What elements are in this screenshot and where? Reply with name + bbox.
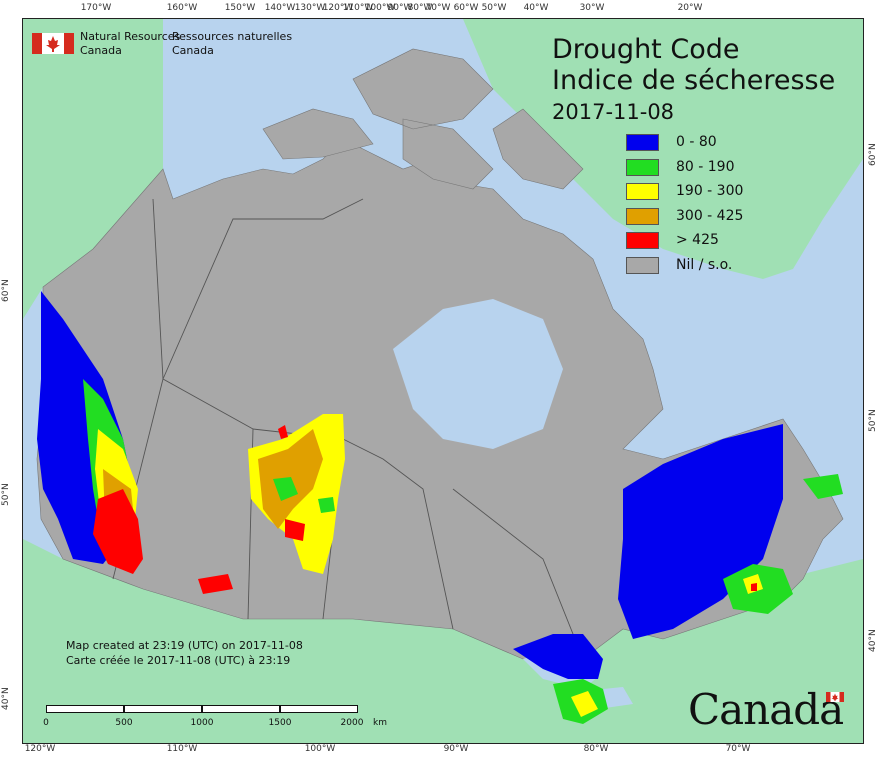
tick-top-60: 60°W [453, 3, 479, 13]
ontario-low [513, 634, 603, 679]
tick-top-70: 70°W [425, 3, 451, 13]
agency-name-fr-line2: Canada [172, 44, 214, 57]
scale-label: 0 [43, 718, 49, 728]
tick-top-100: 100°W [364, 3, 396, 13]
land-other [23, 19, 863, 743]
legend-swatch [626, 232, 659, 249]
scale-label: 2000 [340, 718, 364, 728]
title-block: Drought Code Indice de sécheresse 2017-1… [552, 34, 835, 126]
created-note: Map created at 23:19 (UTC) on 2017-11-08… [66, 638, 303, 668]
bc-extreme [93, 489, 143, 574]
map-title-fr: Indice de sécheresse [552, 65, 836, 96]
scale-label: 500 [115, 718, 133, 728]
created-note-fr: Carte créée le 2017-11-08 (UTC) à 23:19 [66, 654, 291, 667]
scale-label: 1000 [190, 718, 214, 728]
agency-name-en: Natural Resources Canada [80, 30, 180, 58]
tick-top-170: 170°W [80, 3, 112, 13]
tick-bottom-90: 90°W [443, 744, 469, 754]
tick-bottom-100: 100°W [304, 744, 336, 754]
agency-name-fr-line1: Ressources naturelles [172, 30, 293, 43]
scale-unit: km [373, 718, 387, 728]
legend-label: Nil / s.o. [676, 256, 733, 273]
tick-bottom-80: 80°W [583, 744, 609, 754]
hudson-bay [393, 299, 563, 449]
legend-swatch [626, 134, 659, 151]
legend-swatch [626, 183, 659, 200]
agency-name-fr: Ressources naturelles Canada [172, 30, 292, 58]
ontario-high [571, 691, 598, 717]
legend-label: 190 - 300 [676, 183, 744, 199]
legend-label: 300 - 425 [676, 207, 744, 224]
map-canvas [23, 19, 863, 743]
east-extreme [751, 583, 757, 591]
tick-bottom-70: 70°W [725, 744, 751, 754]
tick-bottom-110: 110°W [166, 744, 198, 754]
tick-left-50: 50°N [1, 483, 11, 506]
map-date: 2017-11-08 [552, 100, 675, 124]
map-frame [22, 18, 864, 744]
arctic-islands [262, 48, 584, 190]
map-title-en: Drought Code [552, 34, 740, 65]
tick-top-30: 30°W [579, 3, 605, 13]
scale-segment [202, 705, 280, 713]
legend-swatch [626, 207, 659, 225]
east-low [618, 424, 783, 639]
tick-right-50: 50°N [868, 409, 878, 432]
created-note-en: Map created at 23:19 (UTC) on 2017-11-08 [66, 639, 303, 652]
scale-segment [46, 705, 124, 713]
tick-left-60: 60°N [1, 279, 11, 302]
legend-swatch [626, 256, 659, 274]
tick-top-90: 90°W [387, 3, 413, 13]
tick-top-110: 110°W [342, 3, 374, 13]
tick-top-120: 120°W [322, 3, 354, 13]
agency-name-en-line1: Natural Resources [80, 30, 181, 43]
legend-label: 0 - 80 [676, 134, 717, 150]
legend-label: > 425 [676, 232, 719, 248]
tick-top-20: 20°W [677, 3, 703, 13]
tick-right-60: 60°N [868, 143, 878, 166]
tick-top-160: 160°W [166, 3, 198, 13]
legend-label: 80 - 190 [676, 158, 735, 175]
agency-name-en-line2: Canada [80, 44, 122, 57]
canada-wordmark: Canada [688, 686, 852, 734]
scale-label: 1500 [268, 718, 292, 728]
tick-top-80: 80°W [407, 3, 433, 13]
tick-top-40: 40°W [523, 3, 549, 13]
scale-segment [280, 705, 358, 713]
prairie-moderate [273, 477, 335, 513]
legend-swatch [626, 158, 659, 176]
tick-left-40: 40°N [1, 687, 11, 710]
scale-segment [124, 705, 202, 713]
scale-bar: 0 500 1000 1500 2000 km [43, 705, 387, 733]
wordmark-text: Canada [688, 685, 844, 734]
tick-bottom-120: 120°W [24, 744, 56, 754]
tick-right-40: 40°N [868, 629, 878, 652]
canada-flag-icon [32, 33, 74, 54]
tick-top-140: 140°W [264, 3, 296, 13]
tick-top-130: 130°W [294, 3, 326, 13]
tick-top-150: 150°W [224, 3, 256, 13]
wordmark-flag-icon [826, 692, 844, 702]
tick-top-50: 50°W [481, 3, 507, 13]
